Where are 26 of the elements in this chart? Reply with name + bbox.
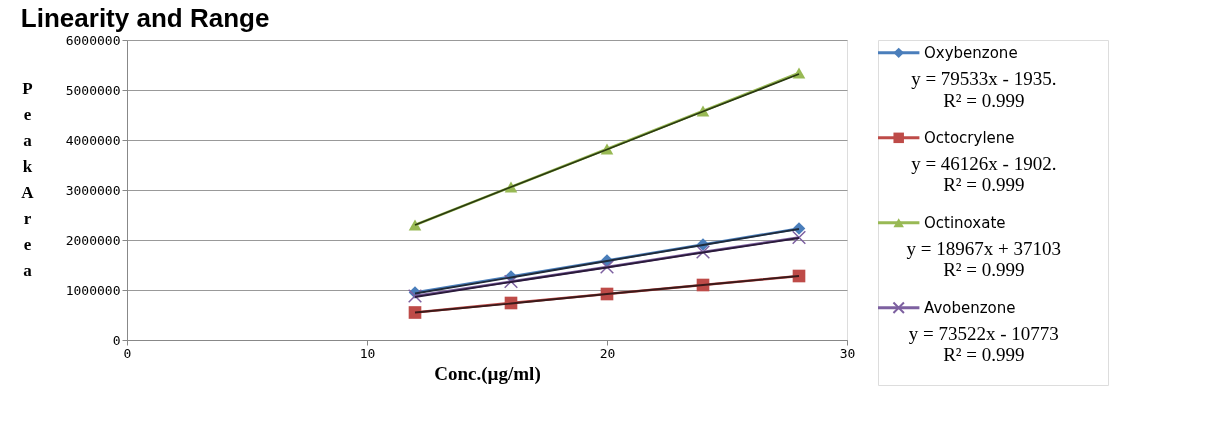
y-tick-label: 6000000	[65, 32, 121, 48]
x-tick-label: 20	[599, 345, 616, 361]
x-axis-title: Conc.(µg/ml)	[434, 362, 541, 385]
x-tick-label: 30	[839, 345, 856, 361]
text: y = 79533x - 1935.	[911, 67, 1057, 89]
legend-label: Avobenzone	[924, 298, 1016, 317]
legend-label: Oxybenzone	[924, 43, 1018, 62]
y-tick-label: 2000000	[65, 232, 121, 248]
text: R² = 0.999	[943, 174, 1025, 196]
chart-title: Linearity and Range	[20, 3, 270, 33]
text: R² = 0.999	[943, 259, 1025, 281]
text: y = 73522x - 10773	[908, 322, 1059, 344]
text: R² = 0.999	[943, 89, 1025, 111]
text: y = 46126x - 1902.	[911, 152, 1057, 174]
legend-label: Octinoxate	[924, 213, 1006, 232]
y-tick-label: 1000000	[65, 282, 121, 298]
y-tick-label: 0	[112, 332, 121, 348]
y-tick-label: 4000000	[65, 132, 121, 148]
x-tick-label: 10	[359, 345, 376, 361]
y-tick-label: 3000000	[65, 182, 121, 198]
y-tick-label: 5000000	[65, 82, 121, 98]
text: y = 18967x + 37103	[906, 237, 1062, 259]
legend-label: Octocrylene	[924, 128, 1015, 147]
y-axis-title: Peak Area	[21, 78, 35, 280]
text: R² = 0.999	[943, 344, 1025, 366]
x-tick-label: 0	[123, 345, 132, 361]
